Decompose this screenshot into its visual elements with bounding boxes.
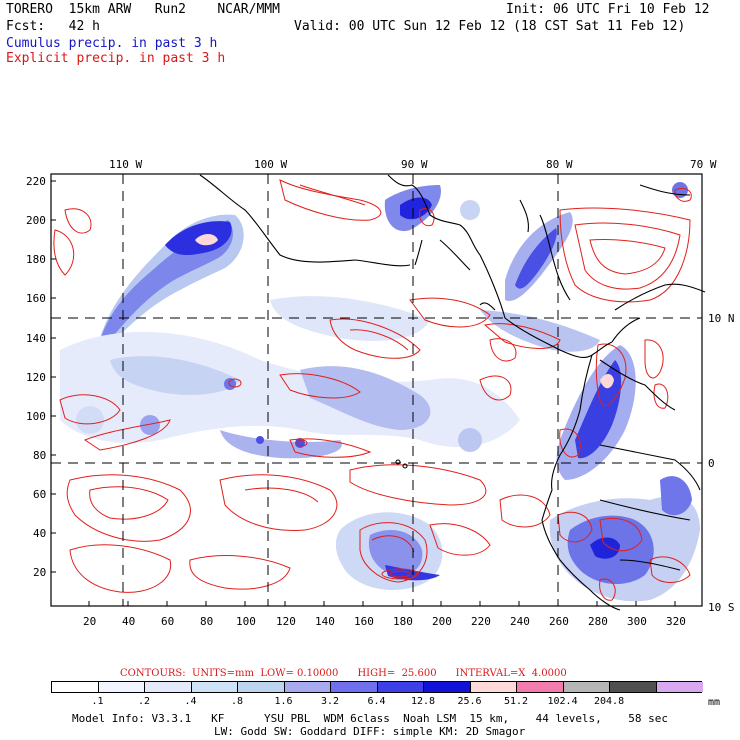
colorbar-label: .2: [138, 696, 151, 707]
colorbar-label: 102.4: [547, 696, 578, 707]
colorbar-label: 204.8: [594, 696, 625, 707]
header-forecast-hour: Fcst: 42 h: [6, 19, 100, 34]
y-tick-label: 60: [33, 488, 47, 501]
x-tick-label: 100: [236, 615, 256, 628]
lon-label-80w: 80 W: [546, 158, 573, 171]
x-tick-label: 280: [588, 615, 608, 628]
colorbar-label: 51.2: [504, 696, 529, 707]
colorbar-label: 12.8: [411, 696, 436, 707]
y-tick-label: 160: [26, 292, 46, 305]
footer-physics-info: LW: Godd SW: Goddard DIFF: simple KM: 2D…: [214, 725, 526, 738]
x-tick-label: 260: [549, 615, 569, 628]
lon-label-100w: 100 W: [254, 158, 288, 171]
explicit-precip-contours: [53, 179, 692, 601]
x-tick-label: 320: [666, 615, 686, 628]
colorbar-cell: [563, 682, 610, 692]
x-tick-label: 300: [627, 615, 647, 628]
colorbar-cell: [238, 682, 285, 692]
colorbar-label: 25.6: [457, 696, 482, 707]
colorbar-label: .1: [91, 696, 104, 707]
colorbar-label: .4: [184, 696, 197, 707]
lat-label-0: 0: [708, 457, 715, 470]
lon-label-110w: 110 W: [109, 158, 143, 171]
colorbar-label: 3.2: [321, 696, 340, 707]
x-tick-label: 60: [161, 615, 175, 628]
colorbar-cell: [377, 682, 424, 692]
colorbar-cell: [191, 682, 238, 692]
x-tick-label: 140: [315, 615, 335, 628]
contours-info: CONTOURS: UNITS=mm LOW= 0.10000 HIGH= 25…: [120, 668, 567, 679]
y-tick-label: 140: [26, 332, 46, 345]
y-tick-label: 180: [26, 253, 46, 266]
x-tick-label: 220: [471, 615, 491, 628]
colorbar-cell: [284, 682, 331, 692]
coastlines: [199, 174, 706, 611]
x-tick-label: 120: [276, 615, 296, 628]
colorbar-cell: [470, 682, 517, 692]
cumulus-precip-shading: [60, 182, 700, 602]
colorbar-cell: [610, 682, 657, 692]
colorbar-label: 6.4: [367, 696, 386, 707]
x-tick-label: 40: [122, 615, 136, 628]
colorbar-cell: [331, 682, 378, 692]
x-tick-label: 180: [393, 615, 413, 628]
colorbar-cell: [52, 682, 99, 692]
x-tick-label: 20: [83, 615, 97, 628]
header-init-time: Init: 06 UTC Fri 10 Feb 12: [506, 2, 710, 17]
x-tick-label: 200: [432, 615, 452, 628]
colorbar-label: 1.6: [274, 696, 293, 707]
y-tick-label: 220: [26, 175, 46, 188]
header-valid-time: Valid: 00 UTC Sun 12 Feb 12 (18 CST Sat …: [294, 19, 686, 34]
footer-model-info: Model Info: V3.3.1 KF YSU PBL WDM 6class…: [72, 712, 669, 725]
x-tick-label: 160: [354, 615, 374, 628]
colorbar-cell: [424, 682, 471, 692]
x-tick-label: 80: [200, 615, 214, 628]
grid-lines: [51, 174, 702, 606]
map-frame: [50, 173, 703, 607]
lat-label-10n: 10 N: [708, 312, 735, 325]
legend-explicit-precip: Explicit precip. in past 3 h: [6, 51, 226, 66]
colorbar-cell: [656, 682, 703, 692]
y-tick-label: 80: [33, 449, 47, 462]
colorbar-label: .8: [231, 696, 244, 707]
colorbar-cell: [517, 682, 564, 692]
x-tick-label: 240: [510, 615, 530, 628]
colorbar-cell: [145, 682, 192, 692]
header-title: TORERO 15km ARW Run2 NCAR/MMM: [6, 2, 280, 17]
y-tick-label: 20: [33, 566, 47, 579]
legend-cumulus-precip: Cumulus precip. in past 3 h: [6, 36, 218, 51]
y-tick-label: 40: [33, 527, 47, 540]
axis-ticks: [51, 180, 676, 606]
colorbar-unit: mm: [708, 697, 721, 708]
colorbar: [51, 681, 703, 693]
y-tick-label: 200: [26, 214, 46, 227]
lat-label-10s: 10 S: [708, 601, 735, 614]
lon-label-70w: 70 W: [690, 158, 717, 171]
y-tick-label: 100: [26, 410, 46, 423]
y-tick-label: 120: [26, 371, 46, 384]
lon-label-90w: 90 W: [401, 158, 428, 171]
colorbar-cell: [98, 682, 145, 692]
